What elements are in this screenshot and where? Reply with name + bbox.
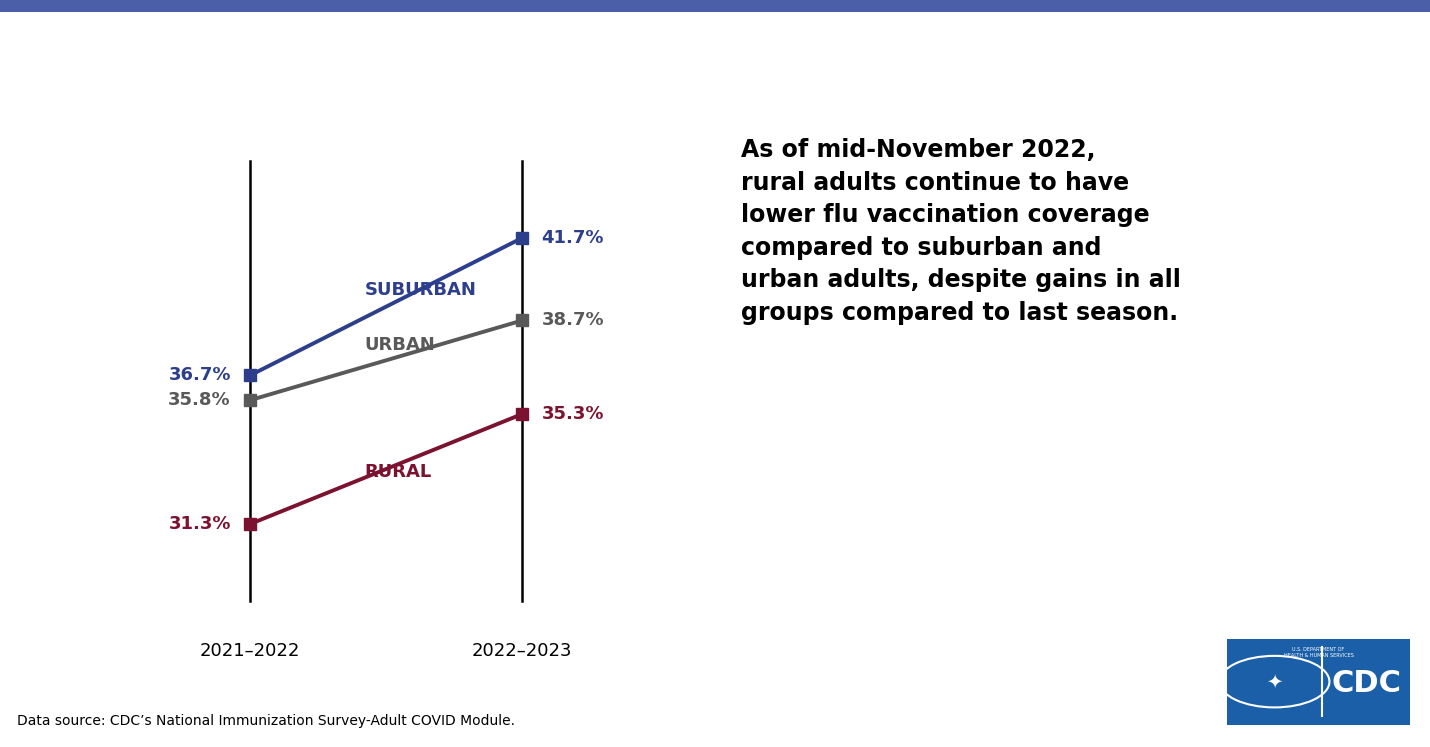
Text: 38.7%: 38.7% <box>542 311 603 329</box>
FancyBboxPatch shape <box>1216 633 1421 730</box>
Text: CDC: CDC <box>1331 669 1401 698</box>
Text: Data source: CDC’s National Immunization Survey-Adult COVID Module.: Data source: CDC’s National Immunization… <box>17 714 515 728</box>
Bar <box>0 0 1430 12</box>
Text: 41.7%: 41.7% <box>542 229 603 247</box>
Text: U.S. DEPARTMENT OF
HEALTH & HUMAN SERVICES: U.S. DEPARTMENT OF HEALTH & HUMAN SERVIC… <box>1284 647 1353 658</box>
Text: Flu Vaccination Coverage: Flu Vaccination Coverage <box>17 41 552 77</box>
Text: 35.3%: 35.3% <box>542 405 603 423</box>
Text: 31.3%: 31.3% <box>169 515 230 533</box>
Text: RURAL: RURAL <box>365 463 432 481</box>
Text: 2021–2022: 2021–2022 <box>200 642 300 660</box>
Text: ✦: ✦ <box>1267 672 1283 691</box>
Text: As of mid-November 2022,
rural adults continue to have
lower flu vaccination cov: As of mid-November 2022, rural adults co… <box>741 138 1181 325</box>
Text: URBAN: URBAN <box>365 336 435 354</box>
Text: 36.7%: 36.7% <box>169 367 230 385</box>
Text: in Adults 18 Years and Older: in Adults 18 Years and Older <box>525 41 1067 77</box>
Text: 35.8%: 35.8% <box>169 391 230 409</box>
Text: SUBURBAN: SUBURBAN <box>365 281 476 299</box>
Text: 2022–2023: 2022–2023 <box>472 642 572 660</box>
